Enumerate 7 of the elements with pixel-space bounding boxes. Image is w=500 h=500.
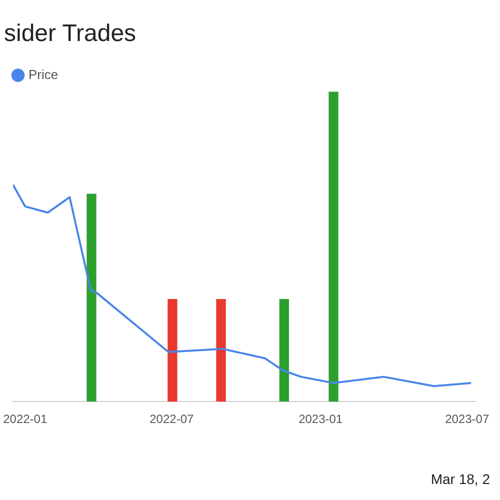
legend-label: Price	[28, 66, 58, 82]
text: Mar 18, 2	[430, 470, 490, 487]
x-tick-label: 2022-01	[3, 412, 48, 426]
x-tick-label: 2022-07	[150, 412, 194, 426]
x-tick-label: 2023-07	[445, 412, 490, 426]
chart-title: sider Trades	[4, 20, 136, 48]
x-tick-label: 2023-01	[298, 412, 343, 426]
